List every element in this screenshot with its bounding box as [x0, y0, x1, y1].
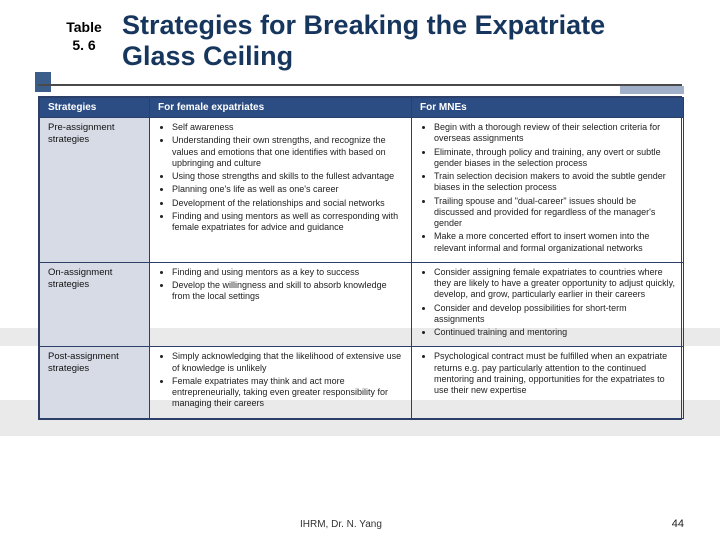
table-row: On-assignment strategies Finding and usin… [40, 262, 684, 347]
bullet-item: Female expatriates may think and act mor… [172, 376, 403, 410]
slide: Table 5. 6 Strategies for Breaking the E… [0, 0, 720, 540]
bullet-list: Consider assigning female expatriates to… [420, 267, 675, 339]
row-label: On-assignment strategies [40, 262, 150, 347]
bullet-item: Eliminate, through policy and training, … [434, 147, 675, 170]
bullet-item: Understanding their own strengths, and r… [172, 135, 403, 169]
bullet-item: Planning one's life as well as one's car… [172, 184, 403, 195]
cell-female: Simply acknowledging that the likelihood… [150, 347, 412, 418]
bullet-item: Make a more concerted effort to insert w… [434, 231, 675, 254]
table-header-row: Strategies For female expatriates For MN… [40, 98, 684, 118]
bullet-item: Simply acknowledging that the likelihood… [172, 351, 403, 374]
strategies-table: Strategies For female expatriates For MN… [38, 96, 682, 420]
bullet-item: Develop the willingness and skill to abs… [172, 280, 403, 303]
bullet-list: Self awareness Understanding their own st… [158, 122, 403, 233]
cell-mne: Psychological contract must be fulfilled… [412, 347, 684, 418]
slide-title: Strategies for Breaking the Expatriate G… [122, 10, 682, 72]
bullet-item: Finding and using mentors as well as cor… [172, 211, 403, 234]
table-row: Post-assignment strategies Simply acknowl… [40, 347, 684, 418]
horizontal-rule [38, 84, 682, 86]
bullet-list: Psychological contract must be fulfilled… [420, 351, 675, 396]
cell-mne: Consider assigning female expatriates to… [412, 262, 684, 347]
bullet-item: Trailing spouse and "dual-career" issues… [434, 196, 675, 230]
table-row: Pre-assignment strategies Self awareness U… [40, 118, 684, 263]
bullet-list: Finding and using mentors as a key to su… [158, 267, 403, 303]
bullet-item: Train selection decision makers to avoid… [434, 171, 675, 194]
col-header-female: For female expatriates [150, 98, 412, 118]
bullet-item: Self awareness [172, 122, 403, 133]
cell-female: Finding and using mentors as a key to su… [150, 262, 412, 347]
footer-center: IHRM, Dr. N. Yang [300, 519, 382, 530]
bullet-item: Psychological contract must be fulfilled… [434, 351, 675, 396]
right-accent-tab [620, 86, 684, 94]
table-label-line2: 5. 6 [58, 36, 110, 54]
bullet-list: Begin with a thorough review of their se… [420, 122, 675, 254]
bullet-item: Begin with a thorough review of their se… [434, 122, 675, 145]
cell-mne: Begin with a thorough review of their se… [412, 118, 684, 263]
bullet-item: Finding and using mentors as a key to su… [172, 267, 403, 278]
bullet-list: Simply acknowledging that the likelihood… [158, 351, 403, 409]
bullet-item: Consider and develop possibilities for s… [434, 303, 675, 326]
row-label: Post-assignment strategies [40, 347, 150, 418]
table-label: Table 5. 6 [58, 18, 110, 54]
footer-page-number: 44 [672, 518, 684, 530]
bullet-item: Continued training and mentoring [434, 327, 675, 338]
col-header-mne: For MNEs [412, 98, 684, 118]
col-header-strategies: Strategies [40, 98, 150, 118]
accent-block [35, 72, 51, 92]
bullet-item: Using those strengths and skills to the … [172, 171, 403, 182]
row-label: Pre-assignment strategies [40, 118, 150, 263]
bullet-item: Consider assigning female expatriates to… [434, 267, 675, 301]
table-label-line1: Table [58, 18, 110, 36]
cell-female: Self awareness Understanding their own st… [150, 118, 412, 263]
bullet-item: Development of the relationships and soc… [172, 198, 403, 209]
